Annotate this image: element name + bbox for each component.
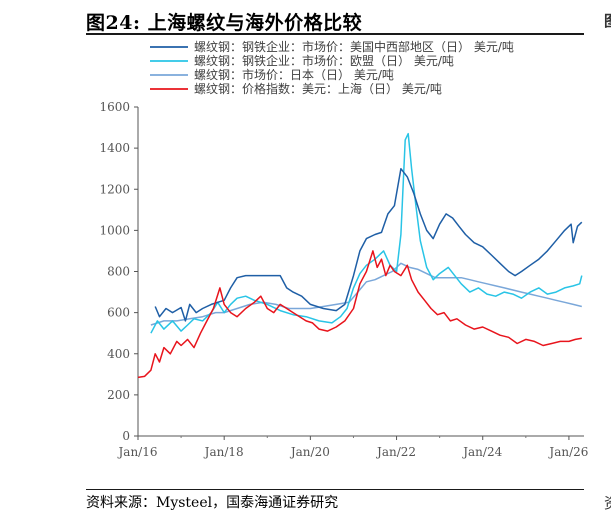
clipped-edge-glyph-top: 图 xyxy=(604,10,611,31)
legend-label-1: 螺纹钢：钢铁企业：市场价：欧盟（日） 美元/吨 xyxy=(194,53,454,68)
clipped-edge-glyph-bottom: 资 xyxy=(604,492,611,513)
series-line-3 xyxy=(137,250,582,379)
x-tick-label: Jan/24 xyxy=(461,445,502,459)
y-tick-label: 1600 xyxy=(99,100,130,114)
legend-label-0: 螺纹钢：钢铁企业：市场价：美国中西部地区（日） 美元/吨 xyxy=(194,39,514,54)
x-tick-label: Jan/16 xyxy=(116,445,157,459)
axes: 0 200 400 600 800 1000 1200 1400 1600 Jan/16 Jan/1… xyxy=(99,100,588,459)
x-tick-label: Jan/22 xyxy=(375,445,416,459)
series-layer xyxy=(137,132,583,379)
figure-title: 图24: 上海螺纹与海外价格比较 xyxy=(86,12,363,34)
y-tick-label: 1000 xyxy=(99,223,130,237)
title-divider xyxy=(86,33,584,35)
y-tick-label: 800 xyxy=(107,265,130,279)
x-tick-label: Jan/26 xyxy=(547,445,588,459)
source-divider xyxy=(86,489,584,490)
y-tick-label: 0 xyxy=(122,429,130,443)
y-tick-label: 600 xyxy=(107,306,130,320)
x-tick-label: Jan/20 xyxy=(289,445,330,459)
y-tick-label: 400 xyxy=(107,347,130,361)
line-chart: 螺纹钢：钢铁企业：市场价：美国中西部地区（日） 美元/吨螺纹钢：钢铁企业：市场价… xyxy=(99,39,588,459)
legend-label-3: 螺纹钢：价格指数：美元：上海（日） 美元/吨 xyxy=(194,81,442,96)
series-line-0 xyxy=(154,167,583,322)
source-note: 资料来源：Mysteel，国泰海通证券研究 xyxy=(86,495,339,511)
x-tick-label: Jan/18 xyxy=(203,445,244,459)
legend-label-2: 螺纹钢：市场价：日本（日） 美元/吨 xyxy=(194,67,394,82)
y-tick-label: 1400 xyxy=(99,141,130,155)
legend: 螺纹钢：钢铁企业：市场价：美国中西部地区（日） 美元/吨螺纹钢：钢铁企业：市场价… xyxy=(150,39,514,96)
y-tick-label: 1200 xyxy=(99,182,130,196)
y-tick-label: 200 xyxy=(107,388,130,402)
